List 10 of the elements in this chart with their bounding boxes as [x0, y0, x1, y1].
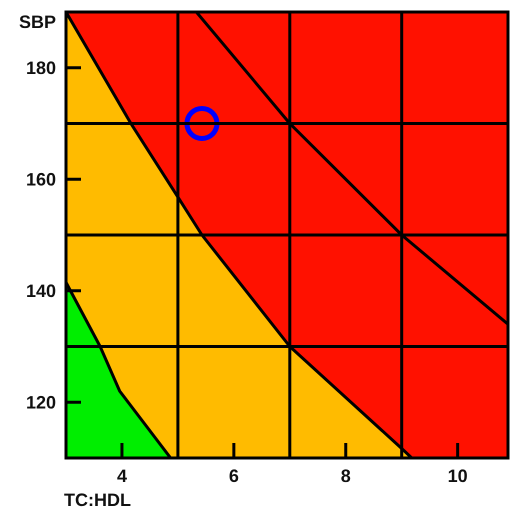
y-tick-label: 160 — [26, 169, 56, 190]
y-tick-label: 140 — [26, 280, 56, 301]
x-tick-label: 6 — [228, 466, 239, 486]
y-tick-label: 180 — [26, 58, 56, 78]
x-axis-title: TC:HDL — [64, 490, 131, 510]
x-tick-label: 10 — [448, 466, 468, 486]
y-axis-title: SBP — [18, 12, 56, 32]
x-tick-label: 8 — [340, 466, 351, 486]
x-tick-label: 4 — [116, 466, 127, 486]
y-tick-label: 120 — [26, 392, 56, 412]
